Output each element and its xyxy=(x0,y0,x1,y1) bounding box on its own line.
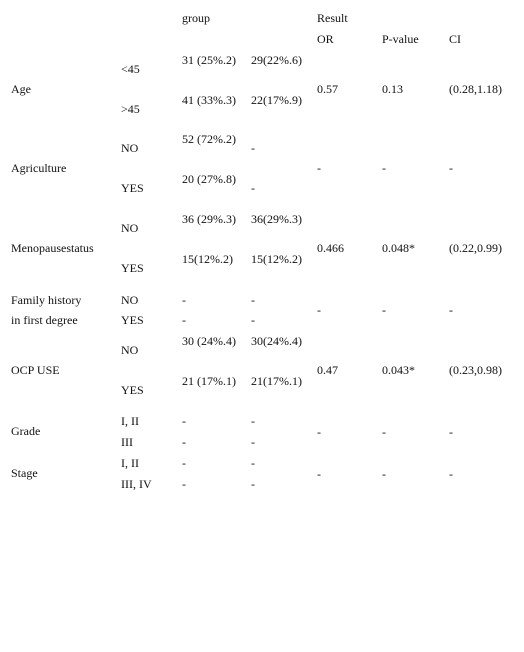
level-label: <45 xyxy=(121,62,140,76)
header-ci: CI xyxy=(449,32,461,46)
odds-ratio: - xyxy=(317,467,321,481)
level-label: NO xyxy=(121,343,139,357)
row-variable-stage: Stage xyxy=(11,466,38,480)
level-label: NO xyxy=(121,141,139,155)
group2-value: - xyxy=(251,181,255,195)
header-result: Result xyxy=(317,11,348,25)
odds-ratio: 0.466 xyxy=(317,241,344,255)
level-label: YES xyxy=(121,181,144,195)
confidence-interval: - xyxy=(449,303,453,317)
p-value: - xyxy=(382,303,386,317)
confidence-interval: - xyxy=(449,425,453,439)
group2-value: 30(24%.4) xyxy=(251,334,302,348)
group1-value: - xyxy=(182,477,186,491)
confidence-interval: (0.23,0.98) xyxy=(449,363,502,377)
header-pvalue: P-value xyxy=(382,32,419,46)
row-variable-agriculture: Agriculture xyxy=(11,161,67,175)
confidence-interval: (0.28,1.18) xyxy=(449,82,502,96)
odds-ratio: - xyxy=(317,425,321,439)
group1-value: 20 (27%.8) xyxy=(182,172,236,186)
level-label: III xyxy=(121,435,133,449)
p-value: 0.043* xyxy=(382,363,415,377)
p-value: - xyxy=(382,161,386,175)
p-value: - xyxy=(382,467,386,481)
level-label: YES xyxy=(121,261,144,275)
row-variable-age: Age xyxy=(11,82,31,96)
odds-ratio: - xyxy=(317,161,321,175)
level-label: III, IV xyxy=(121,477,152,491)
level-label: YES xyxy=(121,383,144,397)
level-label: I, II xyxy=(121,414,139,428)
group1-value: - xyxy=(182,456,186,470)
p-value: 0.13 xyxy=(382,82,403,96)
p-value: - xyxy=(382,425,386,439)
row-variable-family-history-line2: in first degree xyxy=(11,313,78,327)
group2-value: - xyxy=(251,293,255,307)
group1-value: 36 (29%.3) xyxy=(182,212,236,226)
group2-value: - xyxy=(251,477,255,491)
group1-value: - xyxy=(182,414,186,428)
level-label: YES xyxy=(121,313,144,327)
header-group: group xyxy=(182,11,210,25)
group1-value: 15(12%.2) xyxy=(182,252,233,266)
group1-value: 21 (17%.1) xyxy=(182,374,236,388)
odds-ratio: - xyxy=(317,303,321,317)
row-variable-grade: Grade xyxy=(11,424,41,438)
level-label: NO xyxy=(121,293,139,307)
group1-value: - xyxy=(182,293,186,307)
group2-value: - xyxy=(251,414,255,428)
row-variable-family-history: Family history xyxy=(11,293,82,307)
group1-value: 30 (24%.4) xyxy=(182,334,236,348)
row-variable-ocp-use: OCP USE xyxy=(11,363,60,377)
level-label: I, II xyxy=(121,456,139,470)
confidence-interval: (0.22,0.99) xyxy=(449,241,502,255)
confidence-interval: - xyxy=(449,161,453,175)
p-value: 0.048* xyxy=(382,241,415,255)
group1-value: - xyxy=(182,313,186,327)
odds-ratio: 0.57 xyxy=(317,82,338,96)
group2-value: - xyxy=(251,313,255,327)
row-variable-menopause: Menopausestatus xyxy=(11,241,94,255)
header-or: OR xyxy=(317,32,334,46)
odds-ratio: 0.47 xyxy=(317,363,338,377)
group2-value: - xyxy=(251,141,255,155)
group2-value: - xyxy=(251,435,255,449)
group1-value: 41 (33%.3) xyxy=(182,93,236,107)
level-label: >45 xyxy=(121,102,140,116)
group2-value: 15(12%.2) xyxy=(251,252,302,266)
group2-value: 29(22%.6) xyxy=(251,53,302,67)
level-label: NO xyxy=(121,221,139,235)
group2-value: 36(29%.3) xyxy=(251,212,302,226)
group1-value: - xyxy=(182,435,186,449)
group2-value: 22(17%.9) xyxy=(251,93,302,107)
confidence-interval: - xyxy=(449,467,453,481)
group1-value: 31 (25%.2) xyxy=(182,53,236,67)
group1-value: 52 (72%.2) xyxy=(182,132,236,146)
group2-value: - xyxy=(251,456,255,470)
group2-value: 21(17%.1) xyxy=(251,374,302,388)
